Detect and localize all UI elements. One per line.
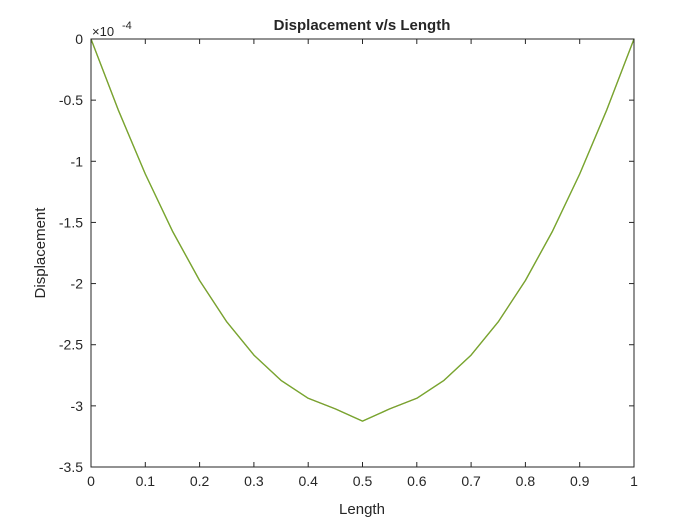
y-tick-label: -3.5 <box>59 459 83 475</box>
x-axis-label: Length <box>339 501 385 518</box>
x-tick-label: 0.8 <box>516 473 536 489</box>
x-tick-label: 1 <box>630 473 638 489</box>
x-ticks: 0 0.1 0.2 0.3 0.4 0.5 0.6 0.7 0.8 0.9 1 <box>87 39 638 489</box>
x-tick-label: 0.6 <box>407 473 427 489</box>
y-exponent-power: -4 <box>122 20 132 32</box>
series-layer <box>90 38 635 422</box>
y-ticks: 0 -0.5 -1 -1.5 -2 -2.5 -3 -3.5 <box>59 31 634 475</box>
x-tick-label: 0.2 <box>190 473 210 489</box>
x-tick-label: 0.3 <box>244 473 264 489</box>
y-tick-label: -2 <box>71 276 84 292</box>
x-tick-label: 0.1 <box>136 473 156 489</box>
series-line-0-overlay <box>90 38 635 422</box>
y-axis-label: Displacement <box>32 207 49 299</box>
y-tick-label: -0.5 <box>59 92 83 108</box>
plot-area <box>91 39 634 467</box>
x-tick-label: 0.9 <box>570 473 590 489</box>
x-tick-label: 0.4 <box>298 473 318 489</box>
y-exponent-base: ×10 <box>92 24 114 39</box>
y-tick-label: -1.5 <box>59 214 83 230</box>
y-tick-label: -3 <box>71 398 84 414</box>
x-tick-label: 0.5 <box>353 473 373 489</box>
y-tick-label: 0 <box>75 31 83 47</box>
y-tick-label: -2.5 <box>59 337 83 353</box>
chart-title: Displacement v/s Length <box>274 17 451 34</box>
x-tick-label: 0 <box>87 473 95 489</box>
x-tick-label: 0.7 <box>461 473 481 489</box>
y-tick-label: -1 <box>71 153 84 169</box>
